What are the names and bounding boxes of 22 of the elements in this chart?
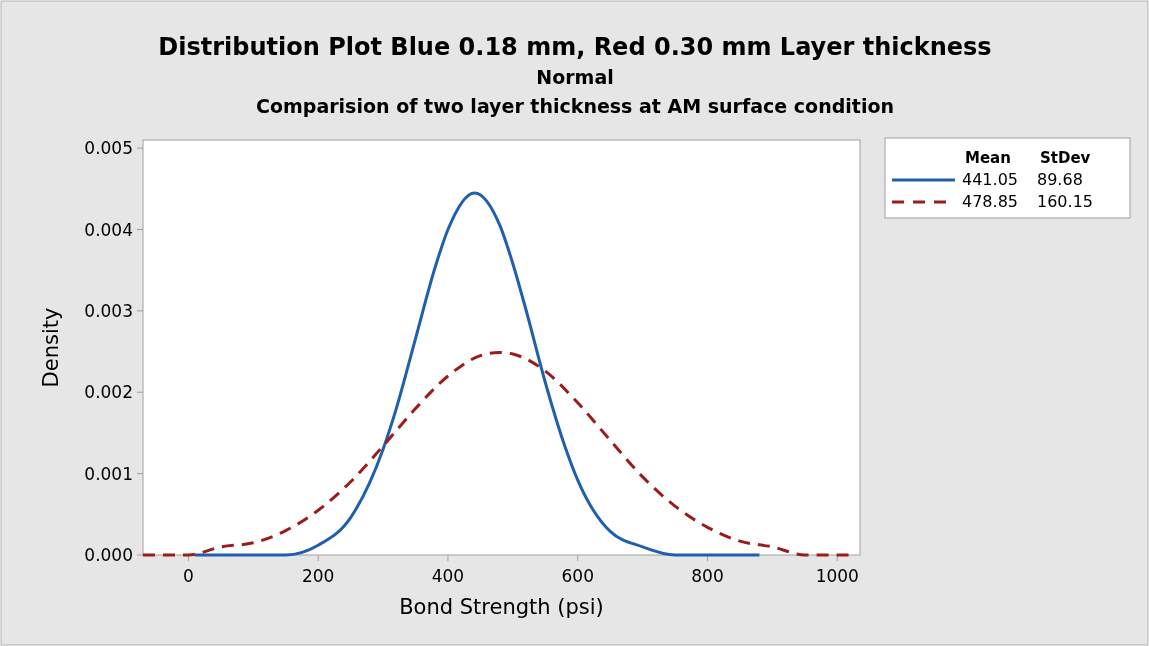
y-axis-title: Density [39,307,63,388]
y-tick-label: 0.002 [84,382,133,403]
x-tick-label: 400 [431,566,465,586]
line-series [141,350,852,557]
x-axis-title: Bond Strength (psi) [399,595,604,619]
chart-title: Distribution Plot Blue 0.18 mm, Red 0.30 mm Layer thickness [158,33,992,61]
x-tick-label: 200 [301,566,335,586]
line-series [193,191,761,557]
text: Comparision of two layer thickness at AM surface condition [256,95,894,117]
y-tick-label: 0.001 [84,463,133,484]
x-tick-label: 1000 [815,566,859,586]
x-tick-label: 0 [183,566,194,586]
y-tick-label: 0.003 [84,300,133,321]
legend-label: 441.05 89.68 [962,170,1083,189]
x-tick-label: 600 [561,566,594,586]
legend-label: 478.85 160.15 [962,192,1093,211]
text: Mean StDev [965,149,1091,167]
y-tick-label: 0.005 [84,138,133,159]
y-tick-label: 0.004 [84,219,133,240]
y-tick-label: 0.000 [84,545,133,565]
chart-subtitle: Normal [536,66,614,88]
x-tick-label: 800 [691,566,724,586]
